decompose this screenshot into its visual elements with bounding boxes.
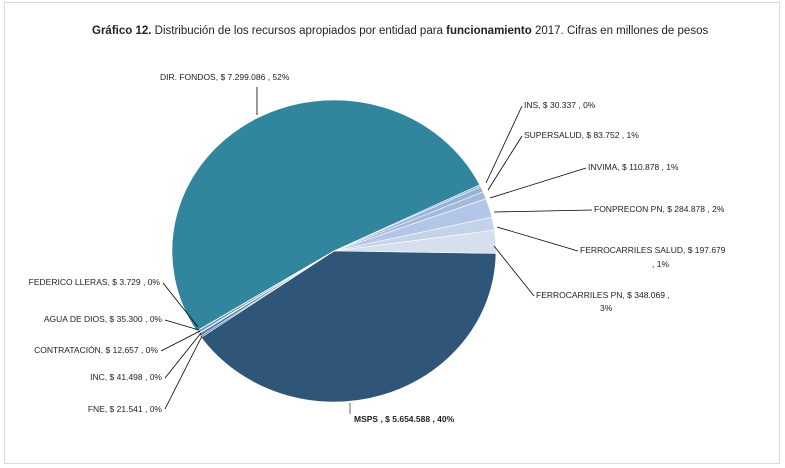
slice-label-invima: INVIMA, $ 110.878 , 1%	[588, 162, 679, 172]
leader-line-ferrocarriles-salud	[496, 226, 579, 252]
leader-line-fonprecon-pn	[493, 209, 593, 213]
slice-label-fonprecon-pn: FONPRECON PN, $ 284.878 , 2%	[594, 204, 725, 214]
leader-line-inc	[164, 332, 202, 379]
leader-line-contratacion	[160, 330, 201, 352]
pie-slice-dir-fondos	[171, 99, 481, 332]
chart-title-bold-word: funcionamiento	[446, 25, 532, 37]
slice-label-federico-lleras: FEDERICO LLERAS, $ 3.729 , 0%	[29, 277, 161, 287]
leader-line-invima	[489, 167, 587, 199]
leader-line-ferrocarriles-pn	[493, 245, 535, 297]
leader-line-ins	[485, 105, 523, 184]
slice-label-ferrocarriles-salud: FERROCARRILES SALUD, $ 197.679	[580, 245, 726, 255]
slice-labels: DIR. FONDOS, $ 7.299.086 , 52% INS, $ 30.…	[29, 72, 726, 424]
slice-label-contratacion: CONTRATACIÓN, $ 12.657 , 0%	[34, 345, 158, 355]
leader-lines	[160, 87, 593, 414]
slice-label-ferrocarriles-pn: FERROCARRILES PN, $ 348.069 ,	[536, 290, 670, 300]
slice-label-inc: INC, $ 41.498 , 0%	[90, 372, 162, 382]
chart-title-text-2: 2017. Cifras en millones de pesos	[531, 25, 709, 37]
leader-line-supersalud	[487, 135, 523, 191]
slice-label-fne: FNE, $ 21.541 , 0%	[88, 404, 163, 414]
slice-label-ferrocarriles-pn-line2: 3%	[600, 303, 613, 313]
chart-title-text: Distribución de los recursos apropiados …	[151, 25, 447, 37]
chart-title-prefix: Gráfico 12.	[92, 25, 152, 37]
slice-label-ferrocarriles-salud-line2: , 1%	[652, 259, 669, 269]
chart-title: Gráfico 12. Distribución de los recursos…	[92, 24, 722, 39]
slice-label-supersalud: SUPERSALUD, $ 83.752 , 1%	[524, 130, 639, 140]
pie-slices	[171, 99, 497, 403]
leader-line-agua-de-dios	[164, 319, 200, 331]
pie-slice-federico-lleras	[196, 250, 335, 332]
leader-line-federico-lleras	[162, 282, 199, 328]
slice-label-agua-de-dios: AGUA DE DIOS, $ 35.300 , 0%	[44, 314, 163, 324]
slice-label-dir-fondos: DIR. FONDOS, $ 7.299.086 , 52%	[160, 72, 290, 82]
leader-line-fne	[164, 335, 203, 410]
slice-label-msps: MSPS , $ 5.654.588 , 40%	[354, 414, 455, 424]
pie-slice-msps	[200, 250, 497, 403]
slice-label-ins: INS, $ 30.337 , 0%	[524, 100, 596, 110]
